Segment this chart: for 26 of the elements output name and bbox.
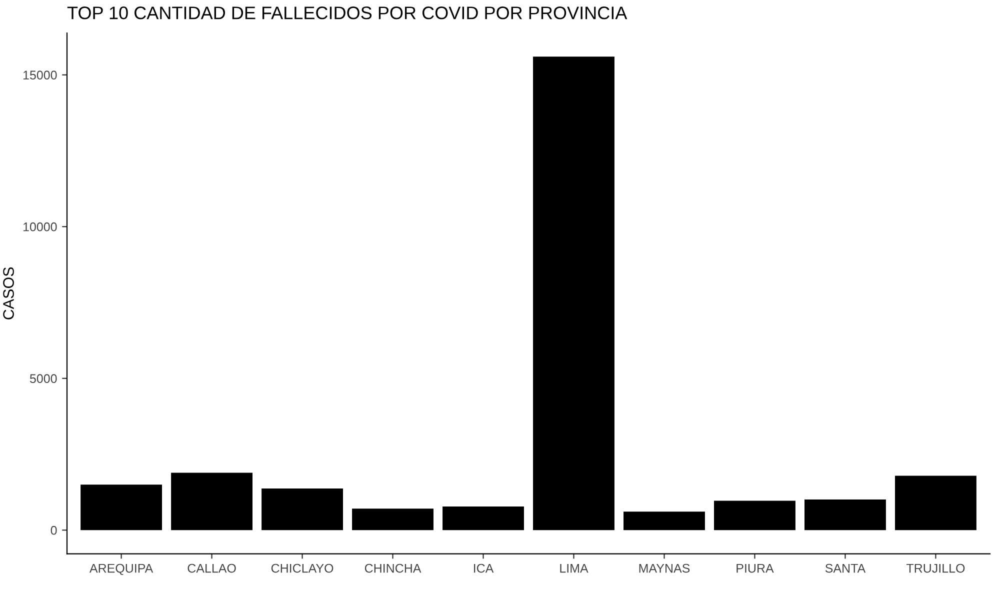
bar [442,506,524,530]
x-tick-label: MAYNAS [639,564,690,573]
y-tick-label: 5000 [30,374,57,384]
bar [80,484,162,530]
bar [262,488,343,530]
x-tick-label: AREQUIPA [89,564,154,575]
x-tick-label: CHINCHA [364,564,422,573]
bar [894,476,976,530]
x-tick-label: LIMA [560,564,588,573]
y-tick-label: 15000 [23,70,57,80]
y-tick-label: 10000 [23,222,57,232]
bar [352,508,434,530]
x-tick-label: TRUJILLO [906,564,965,573]
chart-title: TOP 10 CANTIDAD DE FALLECIDOS POR COVID POR PROVINCIA [67,6,628,20]
x-tick-label: SANTA [825,564,866,573]
bar [714,500,796,530]
x-tick-label: PIURA [736,564,774,573]
y-axis-title: CASOS [3,267,14,320]
bar [804,499,886,530]
bar [171,472,253,530]
x-tick-label: ICA [474,564,494,573]
y-tick-label: 0 [50,526,57,535]
bar [533,56,614,530]
x-tick-label: CHICLAYO [271,564,334,573]
x-tick-label: CALLAO [188,564,236,573]
bar [624,512,705,530]
